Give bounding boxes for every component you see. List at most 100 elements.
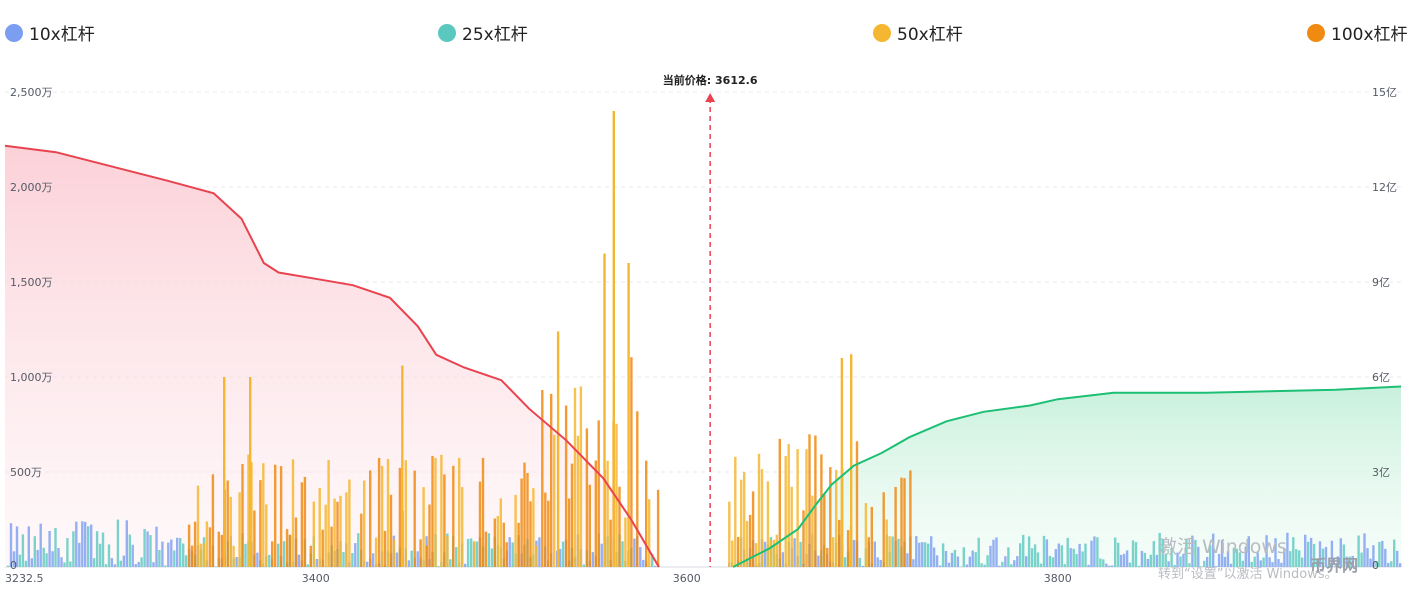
- bar-low-leverage: [1301, 557, 1304, 567]
- bar-low-leverage: [1214, 566, 1218, 567]
- bar-low-leverage: [968, 556, 971, 567]
- bar-high-leverage: [523, 462, 526, 567]
- bar-low-leverage: [1206, 556, 1209, 567]
- bar-low-leverage: [490, 548, 494, 567]
- bar-low-leverage: [84, 521, 87, 567]
- current-price-marker: 当前价格: 3612.6: [663, 73, 758, 567]
- legend-item-25x[interactable]: 25x杠杆: [438, 20, 528, 45]
- bar-low-leverage: [235, 557, 238, 567]
- bar-high-leverage: [829, 467, 832, 567]
- bar-low-leverage: [1203, 560, 1206, 567]
- bar-high-leverage: [380, 465, 384, 567]
- bar-low-leverage: [179, 538, 182, 567]
- bar-high-leverage: [208, 527, 212, 567]
- bar-low-leverage: [1030, 548, 1034, 567]
- bar-low-leverage: [1084, 543, 1087, 567]
- bar-low-leverage: [57, 548, 60, 567]
- bar-low-leverage: [1158, 532, 1161, 567]
- bar-high-leverage: [472, 541, 476, 567]
- bar-high-leverage: [398, 467, 402, 567]
- bar-high-leverage: [425, 545, 428, 567]
- watermark-subtitle: 转到“设置”以激活 Windows。: [1158, 567, 1338, 582]
- legend-dot-25x: [438, 23, 456, 42]
- bar-high-leverage: [846, 530, 850, 567]
- bar-high-leverage: [728, 501, 731, 567]
- bar-low-leverage: [449, 559, 452, 567]
- bar-low-leverage: [1054, 549, 1057, 567]
- bar-low-leverage: [395, 552, 399, 567]
- bar-low-leverage: [437, 566, 440, 567]
- bar-high-leverage: [885, 519, 888, 567]
- bar-low-leverage: [354, 543, 357, 567]
- bar-low-leverage: [1087, 564, 1090, 567]
- bar-high-leverage: [594, 460, 597, 567]
- bar-low-leverage: [971, 550, 974, 567]
- bar-low-leverage: [1268, 557, 1271, 567]
- bar-low-leverage: [921, 542, 924, 567]
- bar-low-leverage: [977, 537, 980, 567]
- bar-low-leverage: [167, 542, 170, 567]
- bar-low-leverage: [1277, 559, 1280, 567]
- bar-high-leverage: [193, 521, 197, 567]
- bar-low-leverage: [1318, 541, 1322, 567]
- bar-low-leverage: [87, 526, 90, 567]
- bar-low-leverage: [60, 557, 63, 567]
- bar-low-leverage: [1244, 546, 1247, 567]
- bar-peak: [556, 331, 560, 567]
- bar-high-leverage: [743, 472, 746, 567]
- bar-low-leverage: [1247, 536, 1250, 567]
- bar-low-leverage: [104, 564, 108, 567]
- bar-low-leverage: [1306, 541, 1310, 567]
- bar-low-leverage: [158, 550, 161, 567]
- bar-low-leverage: [1060, 545, 1063, 567]
- legend-item-50x[interactable]: 50x杠杆: [873, 20, 963, 45]
- bar-high-leverage: [478, 481, 482, 567]
- bar-low-leverage: [36, 549, 39, 567]
- bar-high-leverage: [259, 480, 262, 567]
- bar-high-leverage: [274, 464, 277, 567]
- bar-low-leverage: [1099, 558, 1102, 567]
- bar-low-leverage: [1033, 544, 1037, 567]
- left-axis-tick-label: 2,000万: [10, 181, 53, 194]
- bar-low-leverage: [582, 564, 586, 567]
- bar-high-leverage: [360, 513, 363, 567]
- bar-low-leverage: [989, 545, 992, 567]
- bar-low-leverage: [1378, 542, 1381, 567]
- bar-low-leverage: [1185, 539, 1188, 567]
- bar-low-leverage: [268, 554, 271, 567]
- bar-low-leverage: [128, 534, 131, 567]
- bar-low-leverage: [1330, 540, 1334, 567]
- bar-low-leverage: [113, 564, 117, 567]
- bar-high-leverage: [431, 455, 434, 567]
- bar-high-leverage: [882, 492, 885, 567]
- bar-low-leverage: [924, 542, 927, 567]
- bar-high-leverage: [553, 434, 556, 567]
- bar-low-leverage: [1022, 534, 1025, 567]
- bar-low-leverage: [184, 555, 188, 567]
- bar-low-leverage: [508, 537, 511, 567]
- bar-low-leverage: [1069, 548, 1072, 567]
- bar-high-leverage: [618, 486, 621, 567]
- bar-low-leverage: [1295, 549, 1298, 567]
- bar-high-leverage: [550, 393, 553, 567]
- bar-peak: [249, 377, 252, 567]
- bar-low-leverage: [1016, 556, 1019, 567]
- x-axis-tick-label: 3800: [1044, 572, 1072, 585]
- bar-low-leverage: [152, 562, 155, 567]
- bar-low-leverage: [992, 539, 995, 567]
- bar-low-leverage: [938, 565, 942, 567]
- bar-high-leverage: [461, 487, 464, 567]
- bar-low-leverage: [282, 541, 286, 567]
- legend-item-10x[interactable]: 10x杠杆: [5, 20, 95, 45]
- bar-low-leverage: [125, 520, 128, 567]
- bar-low-leverage: [998, 565, 1001, 567]
- bar-low-leverage: [1256, 552, 1259, 567]
- bar-low-leverage: [1042, 535, 1046, 567]
- right-axis-ticks: 0 3亿 6亿 9亿 12亿 15亿: [1372, 86, 1397, 572]
- bar-high-leverage: [377, 458, 381, 567]
- legend-item-100x[interactable]: 100x杠杆: [1307, 20, 1408, 45]
- bar-high-leverage: [205, 521, 209, 567]
- bar-high-leverage: [526, 473, 529, 567]
- bar-low-leverage: [119, 560, 122, 567]
- bar-high-leverage: [324, 504, 327, 567]
